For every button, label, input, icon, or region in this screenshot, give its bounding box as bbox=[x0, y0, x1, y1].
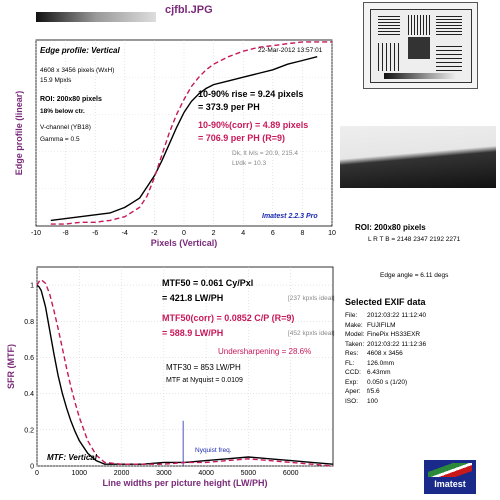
imatest-logo: Imatest bbox=[424, 460, 476, 494]
y-tick-label: 0 bbox=[30, 464, 34, 471]
edge-profile-chart: -10 -8 -6 -4 -2 0 2 4 6 8 10 Pixels (Vertical) Edge … bbox=[14, 39, 336, 248]
mtf-corner-label: MTF: Vertical bbox=[47, 453, 97, 462]
x-tick-label: -4 bbox=[122, 230, 128, 237]
test-chart-thumbnail bbox=[363, 2, 478, 89]
mtf50-corr: MTF50(corr) = 0.0852 C/P (R=9) bbox=[162, 313, 295, 323]
imatest-brand: Imatest 2.2.3 Pro bbox=[262, 213, 318, 220]
roi-size: ROI: 200x80 pixels bbox=[355, 223, 426, 232]
y-axis-label: Edge profile (linear) bbox=[14, 91, 24, 176]
x-tick-label: 10 bbox=[328, 230, 336, 237]
rise-corr-ph: = 706.9 per PH (R=9) bbox=[198, 133, 286, 143]
x-tick-label: -8 bbox=[62, 230, 68, 237]
series-line bbox=[36, 278, 334, 467]
x-tick-label: 6 bbox=[271, 230, 275, 237]
exif-title: Selected EXIF data bbox=[345, 297, 426, 307]
rise-ph: = 373.9 per PH bbox=[198, 102, 260, 112]
mtf50-lwph: = 421.8 LW/PH bbox=[162, 293, 224, 303]
mtf50-corr-lwph: = 588.9 LW/PH bbox=[162, 328, 224, 338]
roi-lrtb: L R T B = 2148 2347 2192 2271 bbox=[368, 236, 461, 243]
series-line bbox=[50, 41, 332, 225]
edge-channel: V-channel (YB18) bbox=[40, 124, 91, 131]
x-tick-label: 0 bbox=[182, 230, 186, 237]
x-axis-label: Pixels (Vertical) bbox=[151, 238, 218, 248]
edge-below: 18% below ctr. bbox=[40, 108, 85, 115]
series-line bbox=[50, 56, 318, 222]
edge-dims: 4608 x 3456 pixels (WxH) bbox=[40, 67, 115, 74]
x-tick-label: 8 bbox=[300, 230, 304, 237]
y-tick-label: 0.6 bbox=[24, 355, 34, 362]
edge-gamma: Gamma = 0.5 bbox=[40, 136, 80, 143]
x-tick-label: -2 bbox=[151, 230, 157, 237]
x-tick-label: 2 bbox=[212, 230, 216, 237]
ideal-2: [452 kpxls ideal] bbox=[288, 330, 335, 337]
x-tick-label: 0 bbox=[35, 470, 39, 477]
y-tick-label: 1 bbox=[30, 283, 34, 290]
x-tick-label: 4 bbox=[241, 230, 245, 237]
x-tick-label: 1000 bbox=[71, 470, 87, 477]
nyquist-label: Nyquist freq. bbox=[195, 447, 232, 454]
y-tick-label: 0.8 bbox=[24, 319, 34, 326]
edge-roi: ROI: 200x80 pixels bbox=[40, 96, 102, 103]
series-line bbox=[36, 284, 334, 465]
x-tick-label: 5000 bbox=[241, 470, 257, 477]
page-title: cjfbl.JPG bbox=[165, 4, 213, 16]
y-axis-label: SFR (MTF) bbox=[6, 344, 16, 389]
gradient-bar bbox=[36, 12, 156, 22]
y-tick-label: 0.4 bbox=[24, 391, 34, 398]
x-tick-label: -10 bbox=[31, 230, 41, 237]
ideal-1: [237 kpxls ideal] bbox=[288, 295, 335, 302]
lt-dk-ratio: Lt/dk = 10.3 bbox=[232, 160, 267, 167]
x-tick-label: 3000 bbox=[156, 470, 172, 477]
mtf30: MTF30 = 853 LW/PH bbox=[166, 363, 241, 372]
x-tick-label: 4000 bbox=[198, 470, 214, 477]
plot-frame bbox=[36, 266, 334, 467]
x-tick-label: 6000 bbox=[283, 470, 299, 477]
x-tick-label: 2000 bbox=[114, 470, 130, 477]
rise-pixels: 10-90% rise = 9.24 pixels bbox=[198, 89, 304, 99]
edge-angle: Edge angle = 6.11 degs bbox=[380, 272, 449, 279]
imatest-logo-text: Imatest bbox=[434, 479, 466, 489]
y-tick-label: 0.2 bbox=[24, 427, 34, 434]
mtf-chart: 0 1000 2000 3000 4000 5000 6000 0 0.2 0.4 0.6 0.8 1 L… bbox=[6, 266, 334, 488]
roi-crop-image bbox=[340, 126, 496, 188]
undersharpening: Undersharpening = 28.6% bbox=[218, 347, 312, 356]
dk-lt-levels: Dk, lt lvls = 20.9, 215.4 bbox=[232, 150, 298, 157]
x-tick-label: -6 bbox=[92, 230, 98, 237]
edge-mpxls: 15.9 Mpxls bbox=[40, 77, 72, 84]
rise-corr-pixels: 10-90%(corr) = 4.89 pixels bbox=[198, 120, 309, 130]
x-axis-label: Line widths per picture height (LW/PH) bbox=[102, 478, 267, 488]
mtf-at-nyquist: MTF at Nyquist = 0.0109 bbox=[166, 377, 243, 384]
edge-date: 22-Mar-2012 13:57:01 bbox=[258, 47, 323, 54]
mtf50: MTF50 = 0.061 Cy/Pxl bbox=[162, 278, 254, 288]
edge-heading: Edge profile: Vertical bbox=[40, 46, 120, 55]
